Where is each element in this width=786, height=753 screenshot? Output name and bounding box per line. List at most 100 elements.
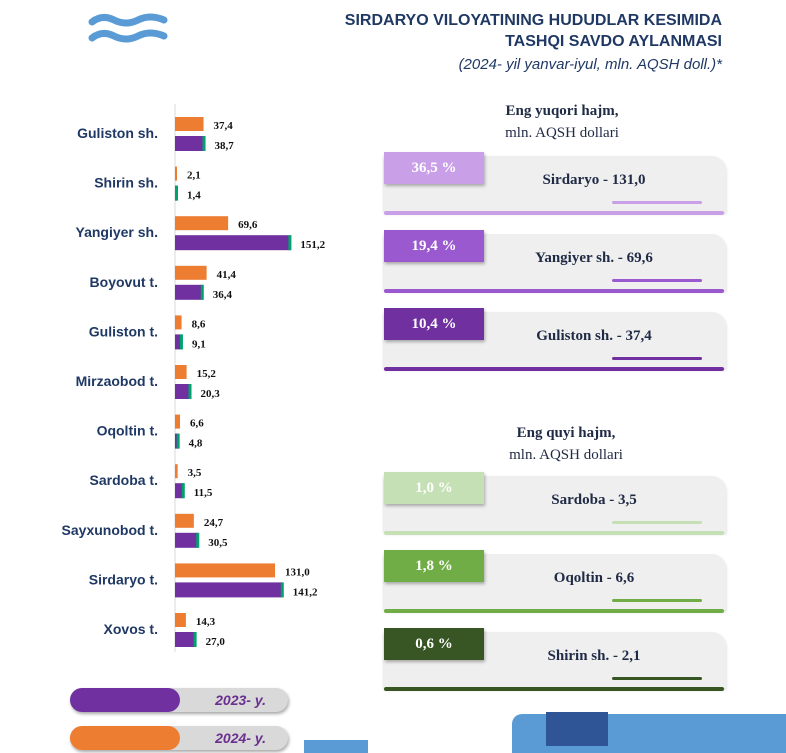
bar-2024 [175,117,204,131]
bar-2023-cap [188,384,192,399]
bar-2023-label: 36,4 [213,289,233,301]
bar-2024-label: 37,4 [214,120,234,132]
bar-2023-label: 38,7 [215,140,235,152]
bar-2023-label: 11,5 [194,487,213,499]
bar-2024-label: 6,6 [190,418,204,430]
bottom-card-2-underline [384,609,724,613]
category-label: Yangiyer sh. [76,224,158,240]
bottom-panel-heading-line1: Eng quyi hajm, [516,425,616,441]
bar-2023-cap [280,582,284,598]
bottom-card-1-label: Sardoba - 3,5 [551,492,637,508]
bar-2023 [175,582,283,598]
bar-2023-label: 30,5 [208,537,228,549]
legend-2023: 2023- y. [70,688,288,712]
top-panel-heading-line1: Eng yuqori hajm, [505,103,619,119]
bar-2023 [175,284,203,300]
top-card-3-percent: 10,4 % [384,308,484,340]
bar-2024 [175,414,181,429]
bar-2024 [175,513,194,528]
bar-2024 [175,365,187,379]
bar-2023-cap [202,136,206,151]
decorative-block-1 [304,740,368,753]
bar-2023-cap [176,433,180,449]
decorative-block-3 [546,712,608,746]
top-card-3-underline [384,367,724,371]
bar-2024-label: 131,0 [285,566,310,578]
bar-2023-cap [196,532,200,548]
bottom-panel-heading: Eng quyi hajm, mln. AQSH dollari [416,422,716,466]
bar-2024-label: 24,7 [204,517,224,529]
legend-2024-label: 2024- y. [215,730,266,746]
bar-2024 [175,563,275,578]
bar-2023-label: 1,4 [187,190,201,202]
title-line-1: SIRDARYO VILOYATINING HUDUDLAR KESIMIDA [344,12,722,29]
bar-2024 [175,166,177,181]
bar-2023 [175,235,291,251]
category-label: Guliston t. [89,323,158,339]
bar-2024 [175,265,207,280]
bottom-card-1-underline [384,531,724,535]
top-card-3: 10,4 % Guliston sh. - 37,4 [384,308,726,371]
bar-2024 [175,464,178,479]
top-card-2-underline [384,289,724,293]
bar-2024-label: 15,2 [197,368,217,380]
legend-2023-swatch [70,688,180,712]
bar-2024-label: 2,1 [187,170,201,182]
category-label: Oqoltin t. [97,423,158,439]
top-card-3-dash [612,357,702,360]
top-card-1-label: Sirdaryo - 131,0 [542,172,646,188]
category-label: Guliston sh. [77,125,158,141]
bottom-card-1: 1,0 % Sardoba - 3,5 [384,472,726,535]
category-label: Sayxunobod t. [62,522,158,538]
bottom-card-3-label: Shirin sh. - 2,1 [547,648,641,664]
top-card-2-dash [612,279,702,282]
bottom-card-3-percent: 0,6 % [384,628,484,660]
bottom-card-2: 1,8 % Oqoltin - 6,6 [384,550,726,613]
bar-2023-label: 141,2 [293,586,318,598]
bar-2024-label: 69,6 [238,219,258,231]
bar-2024-label: 3,5 [188,467,202,479]
bottom-card-2-label: Oqoltin - 6,6 [553,570,635,586]
bar-2023 [175,483,184,499]
bar-2023-cap [288,235,292,251]
bar-2023-cap [200,284,204,300]
logo-icon [88,13,168,43]
category-label: Mirzaobod t. [76,373,158,389]
top-panel-heading-line2: mln. AQSH dollari [505,125,619,141]
bar-2023-cap [193,632,197,647]
category-label: Sirdaryo t. [89,571,158,587]
top-card-3-label: Guliston sh. - 37,4 [536,328,652,344]
category-label: Sardoba t. [90,472,158,488]
bottom-card-1-percent: 1,0 % [384,472,484,504]
bar-2024 [175,613,186,627]
page-subtitle: (2024- yil yanvar-iyul, mln. AQSH doll.)… [458,56,722,73]
legend-2024: 2024- y. [70,726,288,750]
bar-2023-cap [175,185,178,201]
bottom-card-3-dash [612,677,702,680]
bar-2023-cap [179,334,183,350]
bar-2024 [175,216,229,231]
bar-2023 [175,334,182,350]
bottom-card-3: 0,6 % Shirin sh. - 2,1 [384,628,726,691]
bar-2023-label: 27,0 [206,636,226,648]
top-panel-heading: Eng yuqori hajm, mln. AQSH dollari [412,100,712,144]
legend-2024-swatch [70,726,180,750]
bottom-panel-heading-line2: mln. AQSH dollari [509,447,623,463]
category-label: Shirin sh. [94,175,158,191]
top-card-1-percent: 36,5 % [384,152,484,184]
title-line-2: TASHQI SAVDO AYLANMASI [505,33,722,50]
top-card-2: 19,4 % Yangiyer sh. - 69,6 [384,230,726,293]
bar-chart: Guliston sh. 37,4 38,7 Shirin sh. 2,1 1,4 Yang… [62,104,326,652]
bar-2023-label: 4,8 [189,438,203,450]
category-label: Boyovut t. [90,274,158,290]
bottom-card-2-percent: 1,8 % [384,550,484,582]
bar-2023 [175,136,205,151]
bar-2024-label: 41,4 [217,269,237,281]
category-label: Xovos t. [104,621,158,637]
legend-2023-label: 2023- y. [215,692,266,708]
bar-2024-label: 14,3 [196,616,216,628]
top-card-2-percent: 19,4 % [384,230,484,262]
bar-2023-cap [181,483,185,499]
bar-2023-label: 9,1 [192,338,206,350]
bar-2024-label: 8,6 [192,318,206,330]
